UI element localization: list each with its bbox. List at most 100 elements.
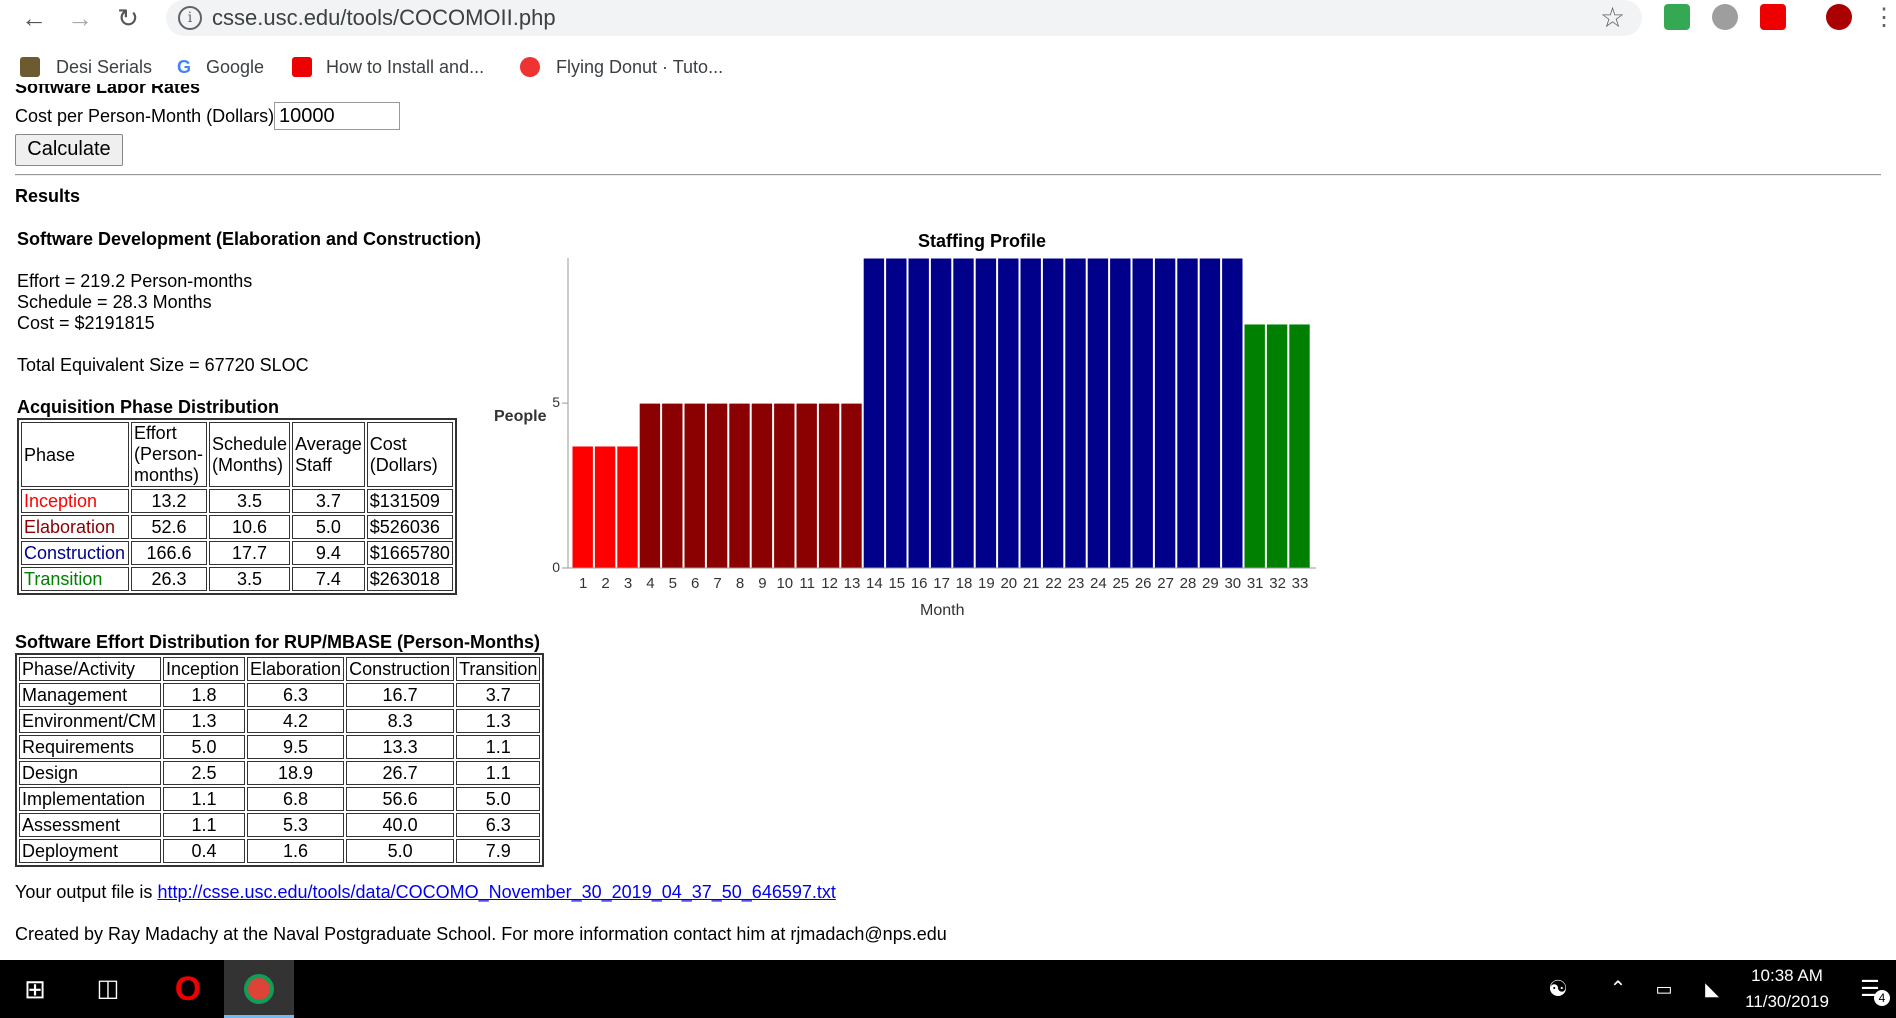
url-text[interactable]: csse.usc.edu/tools/COCOMOII.php bbox=[212, 5, 556, 30]
table-row: Requirements 5.0 9.5 13.3 1.1 bbox=[19, 735, 541, 759]
notification-icon[interactable]: ☰ 4 bbox=[1848, 960, 1892, 1018]
x-tick-label: 23 bbox=[1068, 575, 1085, 592]
bookmark-flying-donut[interactable]: Flying Donut · Tuto... bbox=[556, 57, 724, 77]
back-arrow-icon[interactable]: ← bbox=[21, 3, 47, 33]
x-tick-label: 33 bbox=[1292, 575, 1309, 592]
header-cell: Effort (Person-months) bbox=[131, 422, 207, 487]
value-cell: 4.2 bbox=[247, 709, 345, 733]
chrome-taskbar-button[interactable] bbox=[224, 960, 294, 1018]
x-tick-label: 1 bbox=[579, 575, 587, 592]
extension-download-icon[interactable] bbox=[1664, 4, 1690, 30]
bookmark-desi-serials[interactable]: Desi Serials bbox=[56, 57, 153, 77]
table-header-row: Phase/Activity Inception Elaboration Con… bbox=[19, 657, 541, 681]
table-row: Environment/CM 1.3 4.2 8.3 1.3 bbox=[19, 709, 541, 733]
x-tick-label: 7 bbox=[713, 575, 721, 592]
menu-dots-icon[interactable]: ⋮ bbox=[1872, 4, 1896, 31]
activity-cell: Environment/CM bbox=[19, 709, 161, 733]
rup-heading: Software Effort Distribution for RUP/MBA… bbox=[15, 632, 540, 652]
value-cell: 7.9 bbox=[456, 839, 541, 863]
value-cell: 16.7 bbox=[346, 683, 455, 707]
bar-month-29 bbox=[1198, 257, 1222, 569]
table-row: Elaboration 52.6 10.6 5.0 $526036 bbox=[21, 515, 453, 539]
bar-month-32 bbox=[1265, 323, 1289, 569]
cost-per-person-month-input[interactable] bbox=[274, 102, 400, 130]
profile-avatar[interactable] bbox=[1826, 4, 1852, 30]
dev-heading: Software Development (Elaboration and Co… bbox=[17, 229, 482, 249]
bar-month-25 bbox=[1109, 257, 1132, 569]
activity-cell: Assessment bbox=[19, 813, 161, 837]
bar-month-4 bbox=[638, 402, 662, 569]
results-heading: Results bbox=[15, 186, 81, 206]
bar-month-33 bbox=[1288, 323, 1311, 569]
table-row: Inception 13.2 3.5 3.7 $131509 bbox=[21, 489, 453, 513]
acq-heading: Acquisition Phase Distribution bbox=[17, 397, 280, 417]
windows-start-icon[interactable]: ⊞ bbox=[24, 974, 46, 1004]
info-icon[interactable]: i bbox=[178, 6, 202, 30]
x-tick-label: 9 bbox=[758, 575, 766, 592]
x-tick-label: 29 bbox=[1202, 575, 1219, 592]
chevron-up-icon[interactable]: ⌃ bbox=[1609, 978, 1627, 1000]
wifi-icon[interactable]: ◣ bbox=[1705, 979, 1719, 999]
table-row: Design 2.5 18.9 26.7 1.1 bbox=[19, 761, 541, 785]
google-icon: G bbox=[174, 57, 194, 77]
bar-month-19 bbox=[974, 257, 998, 569]
bookmark-star-icon[interactable]: ☆ bbox=[1600, 2, 1626, 33]
x-tick-label: 22 bbox=[1045, 575, 1062, 592]
output-file-link[interactable]: http://csse.usc.edu/tools/data/COCOMO_No… bbox=[157, 882, 836, 902]
table-row: Construction 166.6 17.7 9.4 $1665780 bbox=[21, 541, 453, 565]
task-view-icon[interactable]: ◫ bbox=[96, 975, 120, 1002]
phase-cell: Elaboration bbox=[21, 515, 129, 539]
x-tick-label: 16 bbox=[911, 575, 928, 592]
bar-month-5 bbox=[661, 402, 684, 569]
x-tick-label: 28 bbox=[1180, 575, 1197, 592]
schedule-cell: 10.6 bbox=[209, 515, 291, 539]
x-tick-label: 15 bbox=[888, 575, 905, 592]
x-tick-label: 26 bbox=[1135, 575, 1152, 592]
clock-time: 10:38 AM bbox=[1751, 966, 1823, 985]
table-row: Implementation 1.1 6.8 56.6 5.0 bbox=[19, 787, 541, 811]
table-row: Assessment 1.1 5.3 40.0 6.3 bbox=[19, 813, 541, 837]
schedule-cell: 3.5 bbox=[209, 489, 291, 513]
staff-cell: 7.4 bbox=[292, 567, 365, 591]
clock-date: 11/30/2019 bbox=[1745, 992, 1829, 1011]
bar-month-31 bbox=[1243, 323, 1266, 569]
cost-cell: $526036 bbox=[366, 515, 453, 539]
youtube-icon bbox=[292, 57, 312, 77]
battery-icon[interactable]: ▭ bbox=[1655, 979, 1673, 999]
bar-month-11 bbox=[795, 402, 818, 569]
activity-cell: Implementation bbox=[19, 787, 161, 811]
bar-month-7 bbox=[705, 402, 729, 569]
address-bar[interactable] bbox=[166, 0, 1642, 36]
bookmark-how-to-install[interactable]: How to Install and... bbox=[326, 57, 485, 77]
bar-month-14 bbox=[862, 257, 886, 569]
activity-cell: Management bbox=[19, 683, 161, 707]
value-cell: 1.1 bbox=[163, 787, 245, 811]
extension-youtube-icon[interactable] bbox=[1760, 4, 1786, 30]
value-cell: 18.9 bbox=[247, 761, 345, 785]
value-cell: 1.3 bbox=[163, 709, 245, 733]
x-tick-label: 32 bbox=[1269, 575, 1286, 592]
x-tick-label: 20 bbox=[1000, 575, 1017, 592]
calculate-button[interactable]: Calculate bbox=[15, 134, 123, 166]
y-tick-label: 0 bbox=[552, 559, 560, 575]
x-tick-label: 17 bbox=[933, 575, 950, 592]
bar-month-10 bbox=[773, 402, 796, 569]
bar-month-3 bbox=[616, 445, 639, 569]
header-cell: Phase/Activity bbox=[19, 657, 161, 681]
x-tick-label: 4 bbox=[646, 575, 654, 592]
activity-cell: Requirements bbox=[19, 735, 161, 759]
reload-icon[interactable]: ↻ bbox=[117, 3, 139, 33]
extension-cloud-icon[interactable] bbox=[1712, 4, 1738, 30]
value-cell: 1.8 bbox=[163, 683, 245, 707]
x-tick-label: 10 bbox=[776, 575, 793, 592]
clock[interactable]: 10:38 AM 11/30/2019 bbox=[1742, 963, 1832, 1015]
bar-month-26 bbox=[1131, 257, 1154, 569]
bookmark-google[interactable]: Google bbox=[206, 57, 265, 77]
schedule-cell: 17.7 bbox=[209, 541, 291, 565]
chrome-icon bbox=[244, 973, 274, 1004]
header-cell: Transition bbox=[456, 657, 541, 681]
forward-arrow-icon[interactable]: → bbox=[67, 3, 93, 33]
opera-icon[interactable]: O bbox=[174, 970, 202, 1008]
people-icon[interactable]: ☯ bbox=[1548, 976, 1568, 1001]
